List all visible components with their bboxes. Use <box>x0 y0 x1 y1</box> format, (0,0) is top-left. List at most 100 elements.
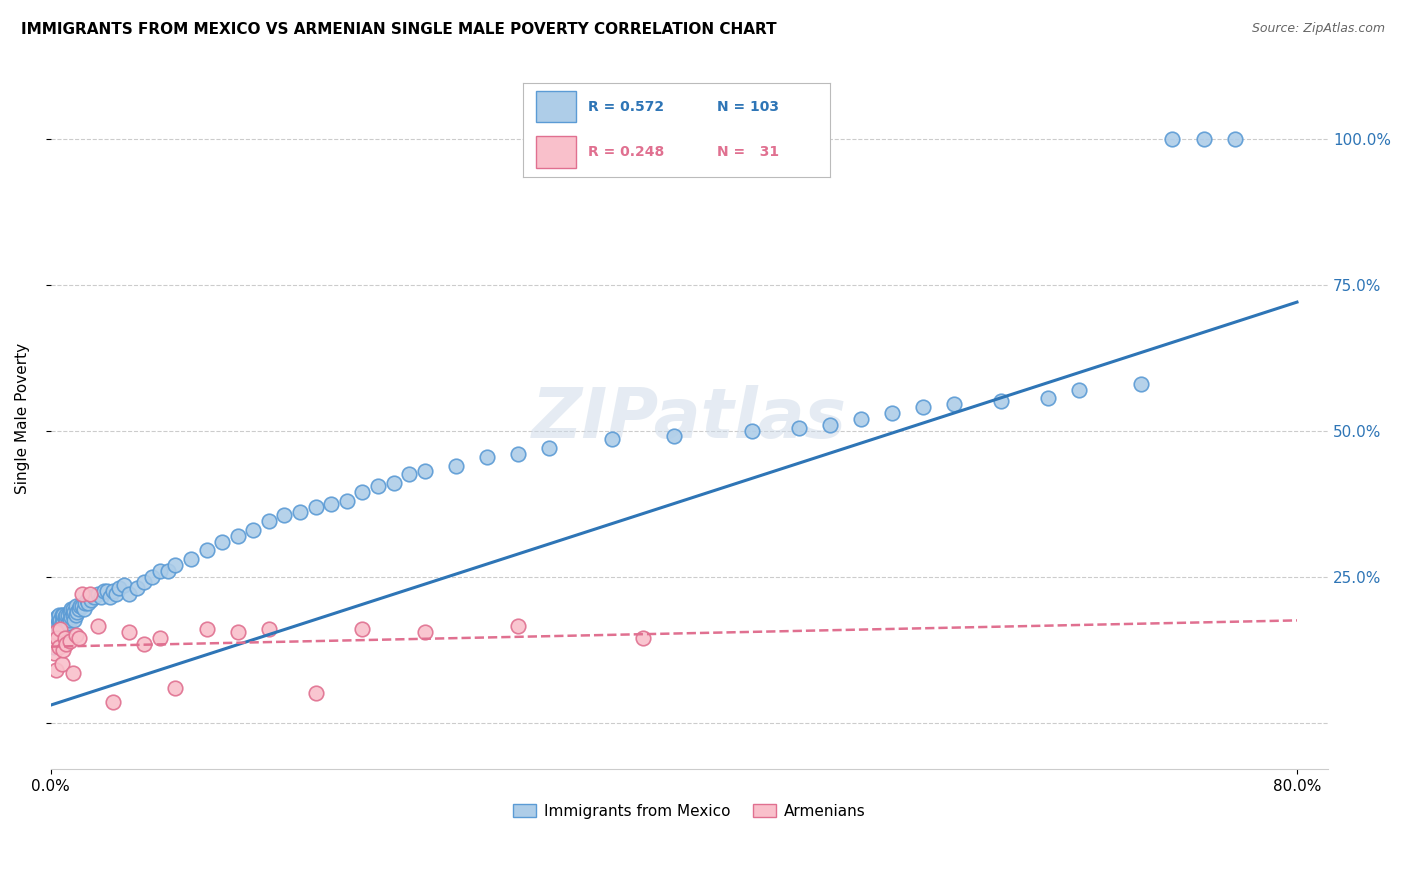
Point <box>475 450 498 464</box>
Point <box>65 607 87 622</box>
Point <box>990 394 1012 409</box>
Point <box>118 587 141 601</box>
Point <box>134 637 156 651</box>
Point <box>72 601 94 615</box>
Point <box>943 397 966 411</box>
Point <box>125 581 148 595</box>
Point <box>52 607 75 622</box>
Point <box>49 614 72 628</box>
Point <box>1036 392 1059 406</box>
Point <box>195 622 218 636</box>
Point <box>1067 383 1090 397</box>
Point <box>75 596 97 610</box>
Point <box>880 406 903 420</box>
Point <box>242 523 264 537</box>
Point <box>101 584 124 599</box>
Point <box>398 467 420 482</box>
Point <box>134 575 156 590</box>
Point <box>44 663 66 677</box>
Point <box>55 637 77 651</box>
Point <box>48 640 70 654</box>
Point <box>49 622 72 636</box>
Point <box>226 625 249 640</box>
Point <box>118 625 141 640</box>
Point <box>46 619 69 633</box>
Point <box>1223 131 1246 145</box>
Point <box>444 458 467 473</box>
Point <box>60 601 83 615</box>
Text: ZIPatlas: ZIPatlas <box>531 385 846 452</box>
Point <box>52 614 75 628</box>
Point <box>273 508 295 523</box>
Point <box>67 601 90 615</box>
Point <box>60 610 83 624</box>
Point <box>65 599 87 613</box>
Point <box>70 587 93 601</box>
Point <box>51 657 73 672</box>
Point <box>53 619 76 633</box>
Point <box>46 610 69 624</box>
Point <box>56 616 79 631</box>
Point <box>62 607 84 622</box>
Point <box>42 646 65 660</box>
Point <box>304 686 326 700</box>
Point <box>51 607 73 622</box>
Point <box>257 514 280 528</box>
Point <box>58 614 80 628</box>
Point <box>141 569 163 583</box>
Point <box>48 614 70 628</box>
Point <box>66 605 89 619</box>
Point <box>662 429 685 443</box>
Point <box>108 581 131 595</box>
Point <box>321 497 343 511</box>
Point <box>98 590 121 604</box>
Point <box>46 631 69 645</box>
Point <box>352 622 374 636</box>
Point <box>48 607 70 622</box>
Point <box>44 614 66 628</box>
Point <box>51 625 73 640</box>
Point <box>76 593 98 607</box>
Point <box>86 587 108 601</box>
Point <box>787 420 810 434</box>
Point <box>48 628 70 642</box>
Point <box>63 614 86 628</box>
Point <box>112 578 135 592</box>
Point <box>55 614 77 628</box>
Point <box>818 417 841 432</box>
Point <box>849 412 872 426</box>
Point <box>52 642 75 657</box>
Point <box>1161 131 1184 145</box>
Point <box>41 625 63 640</box>
Point <box>257 622 280 636</box>
Point <box>41 616 63 631</box>
Point <box>70 599 93 613</box>
Point <box>1192 131 1215 145</box>
Point <box>56 607 79 622</box>
Point <box>69 599 91 613</box>
Point <box>65 628 87 642</box>
Point <box>42 622 65 636</box>
Point <box>382 476 405 491</box>
Point <box>96 584 118 599</box>
Point <box>912 401 935 415</box>
Point <box>336 493 359 508</box>
Point <box>90 590 112 604</box>
Point <box>55 607 77 622</box>
Point <box>77 596 100 610</box>
Point <box>51 616 73 631</box>
Point <box>58 633 80 648</box>
Point <box>58 605 80 619</box>
Point <box>80 593 103 607</box>
Point <box>46 631 69 645</box>
Point <box>413 625 436 640</box>
Point <box>55 619 77 633</box>
Point <box>600 433 623 447</box>
Point <box>44 633 66 648</box>
Point <box>149 631 172 645</box>
Point <box>101 695 124 709</box>
Point <box>105 587 128 601</box>
Point <box>180 552 202 566</box>
Point <box>42 614 65 628</box>
Point <box>538 441 561 455</box>
